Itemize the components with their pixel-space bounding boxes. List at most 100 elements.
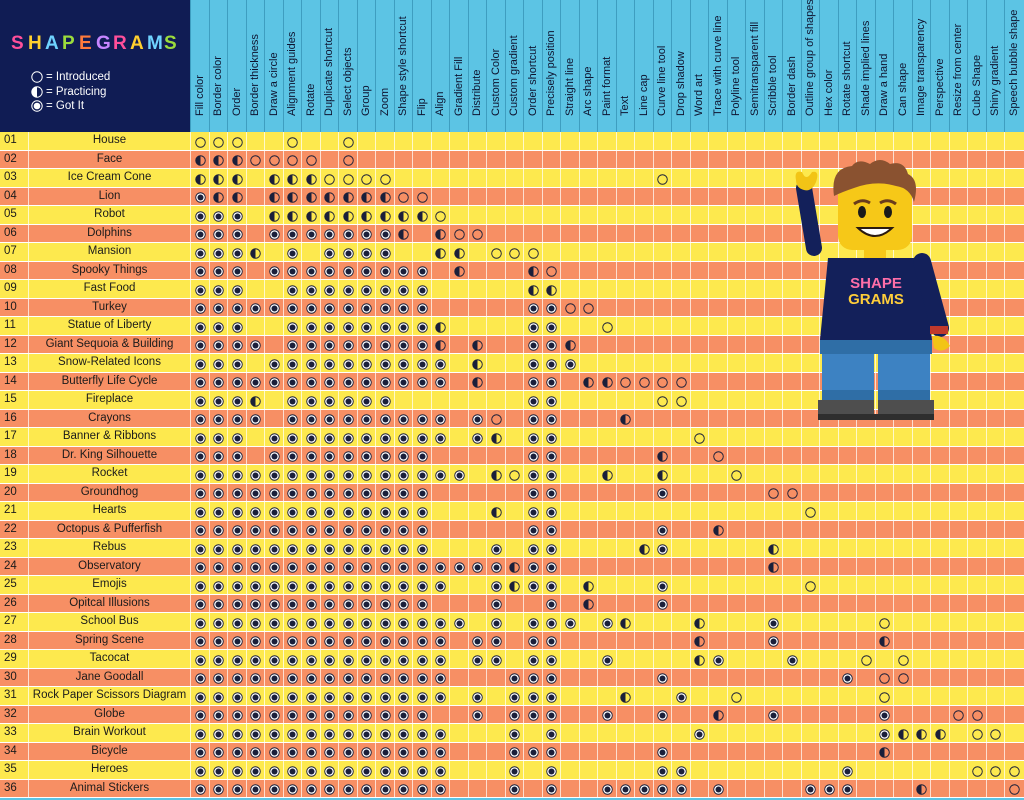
skill-cell <box>708 502 727 520</box>
lesson-name: School Bus <box>28 613 190 631</box>
full-circle-icon <box>342 560 354 573</box>
skill-cell <box>985 317 1005 335</box>
skill-cell <box>597 631 616 649</box>
skill-cell <box>393 206 413 224</box>
skill-cell <box>430 335 450 353</box>
skill-cell <box>338 372 357 390</box>
full-circle-icon <box>287 412 298 425</box>
skill-cell <box>301 372 320 390</box>
lesson-number: 05 <box>4 208 17 220</box>
half-circle-icon <box>490 505 502 518</box>
full-circle-icon <box>213 634 224 647</box>
skill-cell <box>782 261 801 279</box>
skill-cell <box>763 483 783 501</box>
skill-cell <box>782 335 801 353</box>
skill-cell <box>800 687 820 705</box>
skill-cell <box>634 668 653 686</box>
skill-cell <box>338 742 357 760</box>
skill-cell <box>245 631 265 649</box>
skill-cell <box>985 428 1005 446</box>
skill-cell <box>412 391 431 409</box>
skill-cell <box>819 539 838 557</box>
skill-cell <box>652 132 672 150</box>
full-circle-icon <box>379 616 391 629</box>
skill-cell <box>874 539 894 557</box>
skill-cell <box>467 335 487 353</box>
empty-circle-icon <box>971 764 983 777</box>
skill-cell <box>930 594 949 612</box>
full-circle-icon <box>268 671 280 684</box>
skill-cell <box>375 724 394 742</box>
skill-cell <box>985 779 1005 797</box>
empty-circle-icon <box>231 135 243 148</box>
skill-cell <box>523 280 542 298</box>
half-circle-icon <box>287 190 298 203</box>
skill-cell <box>967 520 986 538</box>
skill-cell <box>837 761 857 779</box>
skill-cell <box>301 613 320 631</box>
empty-circle-icon <box>897 671 909 684</box>
full-circle-icon <box>453 560 465 573</box>
skill-cell <box>708 668 727 686</box>
full-circle-icon <box>324 283 335 296</box>
empty-circle-icon <box>398 190 409 203</box>
skill-cell <box>190 224 209 242</box>
lesson-number: 21 <box>4 504 17 516</box>
skill-cell <box>708 742 727 760</box>
skill-cell <box>393 687 413 705</box>
skill-cell <box>634 594 653 612</box>
full-circle-icon <box>398 357 409 370</box>
full-circle-icon <box>287 745 298 758</box>
full-circle-icon <box>287 264 298 277</box>
skill-cell <box>671 317 690 335</box>
full-circle-icon <box>435 468 446 481</box>
skill-cell <box>578 298 598 316</box>
skill-cell <box>245 206 265 224</box>
skill-cell <box>264 576 283 594</box>
full-circle-icon <box>268 708 280 721</box>
lesson-number: 18 <box>4 448 17 461</box>
full-circle-icon <box>287 246 298 259</box>
skill-cell <box>634 187 653 205</box>
skill-cell <box>800 298 820 316</box>
skill-cell <box>393 372 413 390</box>
skill-cell <box>504 576 524 594</box>
half-circle-icon <box>509 560 520 573</box>
skill-cell <box>375 779 394 797</box>
full-circle-icon <box>361 357 372 370</box>
skill-cell <box>523 779 542 797</box>
skill-cell <box>745 687 764 705</box>
skill-cell <box>819 465 838 483</box>
full-circle-icon <box>213 782 224 795</box>
skill-cell <box>486 261 505 279</box>
lesson-row: 20 Groundhog <box>0 483 1024 502</box>
lesson-row: 05 Robot <box>0 206 1024 225</box>
full-circle-icon <box>490 653 502 666</box>
full-circle-icon <box>546 764 557 777</box>
skill-cell <box>726 779 746 797</box>
full-circle-icon <box>231 560 243 573</box>
skill-cell <box>578 557 598 575</box>
skill-cell <box>301 206 320 224</box>
full-circle-icon <box>416 375 428 388</box>
skill-cell <box>634 446 653 464</box>
full-circle-icon <box>527 579 539 592</box>
logo-letter: A <box>130 33 144 53</box>
skill-cell <box>190 298 209 316</box>
skill-cell <box>689 298 709 316</box>
skill-cell <box>837 557 857 575</box>
skill-cell <box>671 650 690 668</box>
skill-cell <box>523 520 542 538</box>
skill-cell <box>319 520 339 538</box>
skill-cell <box>264 335 283 353</box>
full-circle-icon <box>287 560 298 573</box>
skill-cell <box>634 354 653 372</box>
skill-cell <box>208 409 228 427</box>
lesson-name: Jane Goodall <box>28 668 190 686</box>
full-circle-icon <box>342 246 354 259</box>
skill-cell <box>930 372 949 390</box>
skill-cell <box>615 280 635 298</box>
skill-cell <box>874 687 894 705</box>
full-circle-icon <box>342 708 354 721</box>
skill-cell <box>874 613 894 631</box>
